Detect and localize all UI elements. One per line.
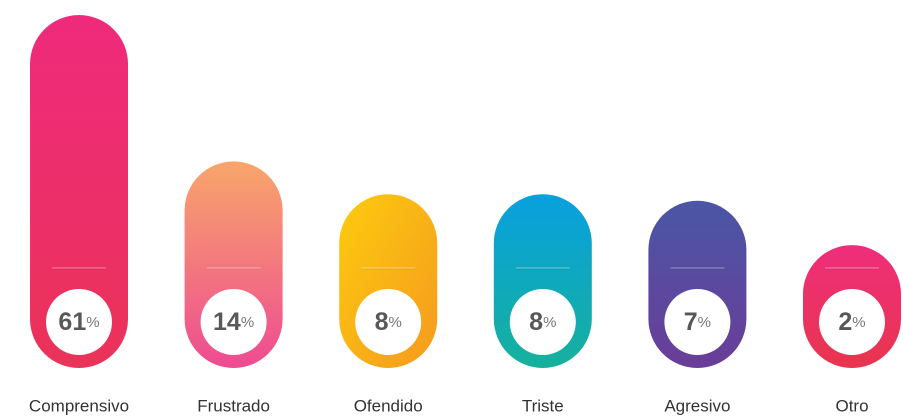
value-label: 14% (213, 308, 254, 336)
category-label: Frustrado (197, 396, 270, 415)
value-badge (200, 289, 267, 355)
bar (30, 15, 128, 368)
value-label: 8% (375, 308, 402, 336)
value-label: 61% (58, 308, 99, 336)
value-label: 8% (529, 308, 556, 336)
value-badge (46, 289, 112, 355)
category-label: Otro (835, 396, 868, 415)
value-label: 2% (838, 308, 865, 336)
category-label: Ofendido (354, 396, 423, 415)
category-label: Agresivo (664, 396, 730, 415)
value-badge (355, 289, 422, 355)
category-label: Comprensivo (29, 396, 129, 415)
category-label: Triste (522, 396, 564, 415)
value-badge (819, 289, 885, 355)
value-badge (664, 289, 731, 355)
value-badge (509, 289, 576, 355)
value-label: 7% (684, 308, 711, 336)
